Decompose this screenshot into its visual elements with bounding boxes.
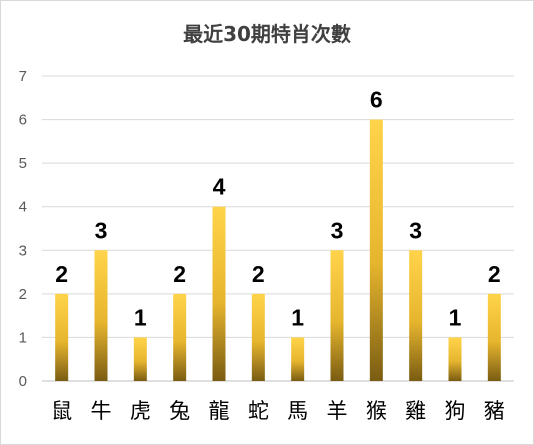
bar-羊 — [330, 250, 344, 381]
x-tick-label: 牛 — [91, 399, 112, 423]
x-tick-label: 蛇 — [248, 399, 269, 423]
x-tick-label: 馬 — [287, 399, 308, 423]
bar-豬 — [487, 293, 501, 381]
data-label: 3 — [409, 217, 422, 243]
bar-兔 — [173, 293, 187, 381]
bar-馬 — [291, 337, 305, 381]
x-tick-label: 龍 — [209, 399, 230, 423]
chart-title: 最近30期特肖次數 — [183, 22, 351, 46]
gridlines — [42, 75, 514, 382]
bar-龍 — [212, 206, 226, 381]
y-tick-label: 3 — [19, 242, 27, 259]
x-tick-label: 雞 — [405, 399, 426, 423]
x-axis-ticks: 鼠牛虎兔龍蛇馬羊猴雞狗豬 — [51, 399, 505, 423]
bar-猴 — [369, 119, 383, 382]
y-tick-label: 6 — [19, 112, 27, 129]
x-tick-label: 虎 — [130, 399, 151, 423]
x-tick-label: 鼠 — [51, 399, 72, 423]
data-label: 2 — [488, 261, 501, 287]
data-label: 6 — [370, 87, 383, 113]
bar-蛇 — [251, 293, 265, 381]
x-tick-label: 兔 — [169, 399, 190, 423]
x-tick-label: 猴 — [366, 399, 387, 423]
x-tick-label: 羊 — [327, 399, 348, 423]
data-label: 2 — [252, 261, 265, 287]
y-tick-label: 0 — [19, 373, 27, 390]
data-label: 2 — [55, 261, 68, 287]
y-tick-label: 7 — [19, 68, 27, 85]
data-label: 2 — [173, 261, 186, 287]
x-tick-label: 豬 — [484, 399, 505, 423]
bar-牛 — [94, 250, 108, 381]
y-tick-label: 4 — [19, 199, 27, 216]
bar-雞 — [409, 250, 423, 381]
y-tick-label: 1 — [19, 329, 27, 346]
data-label: 1 — [291, 304, 304, 330]
x-tick-label: 狗 — [445, 399, 466, 423]
data-label: 4 — [213, 174, 226, 200]
data-label: 3 — [95, 217, 108, 243]
y-tick-label: 5 — [19, 155, 27, 172]
bar-狗 — [448, 337, 462, 381]
y-tick-label: 2 — [19, 286, 27, 303]
bars — [55, 119, 501, 382]
data-label: 1 — [134, 304, 147, 330]
data-label: 3 — [331, 217, 344, 243]
bar-虎 — [133, 337, 147, 381]
y-axis-ticks: 0 1 2 3 4 5 6 7 — [19, 68, 27, 390]
bar-鼠 — [55, 293, 69, 381]
data-label: 1 — [449, 304, 462, 330]
